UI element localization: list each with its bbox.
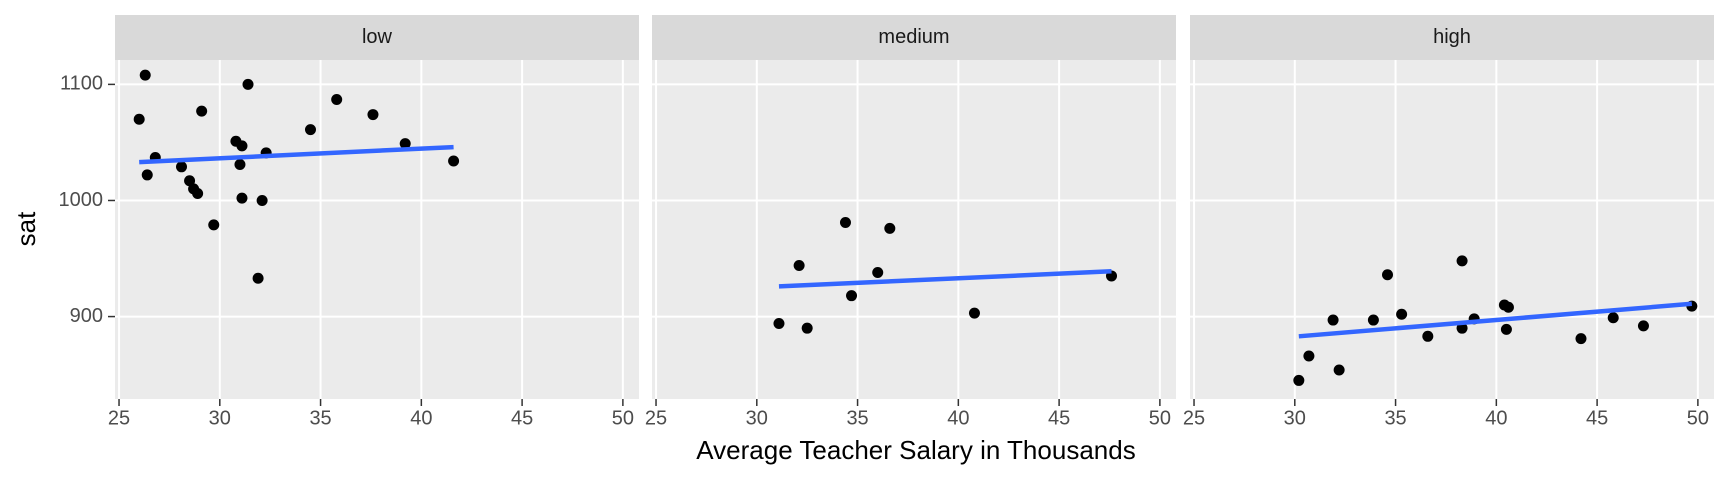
point	[367, 109, 379, 121]
x-tick-label: 35	[1384, 407, 1406, 429]
strip	[115, 15, 639, 60]
fit-line	[1298, 301, 1693, 339]
point	[139, 69, 151, 81]
point	[1396, 308, 1408, 320]
point	[331, 93, 343, 105]
strip	[1190, 15, 1714, 60]
point	[793, 259, 805, 271]
point	[399, 138, 411, 150]
x-tick-label: 35	[846, 407, 868, 429]
y-tick-label: 1100	[60, 73, 103, 95]
x-tick-label: 35	[309, 407, 331, 429]
point	[1500, 323, 1512, 335]
point	[234, 158, 246, 170]
y-axis-label: sat	[11, 211, 41, 246]
y-tick-label: 900	[70, 305, 103, 327]
x-tick-label: 25	[1183, 407, 1205, 429]
point	[256, 194, 268, 206]
panel-background	[652, 60, 1176, 399]
strip-label: high	[1433, 26, 1471, 48]
point	[133, 113, 145, 125]
point	[252, 272, 264, 284]
point	[196, 105, 208, 117]
point	[1367, 314, 1379, 326]
x-tick-label: 50	[1687, 407, 1709, 429]
point	[1327, 314, 1339, 326]
x-tick-label: 25	[645, 407, 667, 429]
strip-label: low	[362, 26, 393, 48]
point	[236, 192, 248, 204]
point	[176, 161, 188, 173]
x-tick-label: 30	[209, 407, 231, 429]
point	[1303, 350, 1315, 362]
point	[1333, 364, 1345, 376]
point	[872, 266, 884, 278]
point	[1293, 374, 1305, 386]
point	[208, 219, 220, 231]
point	[773, 318, 785, 330]
x-tick-label: 50	[612, 407, 634, 429]
point	[141, 169, 153, 181]
point	[1502, 301, 1514, 313]
panel-background	[1190, 60, 1714, 399]
x-tick-label: 40	[1485, 407, 1507, 429]
point	[1637, 320, 1649, 332]
point	[1456, 322, 1468, 334]
point	[448, 155, 460, 167]
point	[184, 175, 196, 187]
x-tick-label: 45	[1048, 407, 1070, 429]
point	[1456, 255, 1468, 267]
x-tick-label: 25	[108, 407, 130, 429]
point	[1575, 333, 1587, 345]
point	[839, 217, 851, 229]
point	[304, 124, 316, 136]
point	[1607, 312, 1619, 324]
x-tick-label: 40	[410, 407, 432, 429]
x-tick-label: 30	[1284, 407, 1306, 429]
strip	[652, 15, 1176, 60]
point	[884, 222, 896, 234]
x-tick-label: 50	[1149, 407, 1171, 429]
x-tick-label: 40	[947, 407, 969, 429]
fit-line	[139, 144, 454, 165]
point	[236, 140, 248, 152]
x-tick-label: 45	[511, 407, 533, 429]
x-tick-label: 30	[746, 407, 768, 429]
y-tick-label: 1000	[59, 189, 104, 211]
point	[968, 307, 980, 319]
x-tick-label: 45	[1586, 407, 1608, 429]
point	[1422, 330, 1434, 342]
point	[846, 290, 858, 302]
strip-label: medium	[878, 26, 949, 48]
x-axis-label: Average Teacher Salary in Thousands	[696, 435, 1135, 465]
point	[801, 322, 813, 334]
point	[192, 188, 204, 200]
point	[1382, 269, 1394, 281]
point	[242, 78, 254, 90]
fit-line	[778, 269, 1112, 289]
